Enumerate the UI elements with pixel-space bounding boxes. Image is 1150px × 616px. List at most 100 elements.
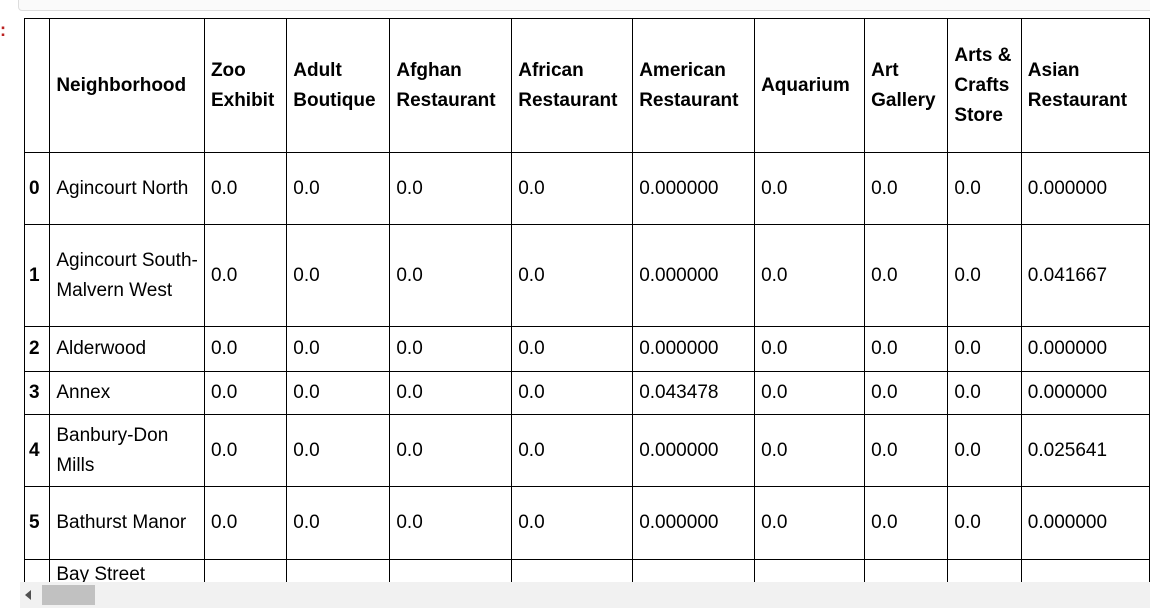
row-index xyxy=(23,559,51,582)
table-row: Bay Street xyxy=(23,559,1150,582)
value-cell: 0.000000 xyxy=(632,224,756,327)
value-cell: 0.0 xyxy=(203,414,288,487)
cell-prompt: : xyxy=(0,20,6,40)
value-cell xyxy=(947,559,1022,582)
value-cell: 0.0 xyxy=(511,414,634,487)
column-header: Aquarium xyxy=(754,18,866,153)
table-row: 5 Bathurst Manor 0.0 0.0 0.0 0.0 0.000000 0.0 0.… xyxy=(23,486,1150,560)
value-cell: 0.041667 xyxy=(1020,224,1150,327)
value-cell: 0.0 xyxy=(511,224,634,327)
value-cell: 0.0 xyxy=(389,152,513,225)
neighborhood-cell: Bay Street xyxy=(49,559,205,582)
value-cell: 0.0 xyxy=(511,486,634,560)
value-cell: 0.0 xyxy=(864,486,949,560)
header-row: Neighborhood Zoo Exhibit Adult Boutique Afg… xyxy=(23,18,1150,153)
scroll-thumb[interactable] xyxy=(42,585,95,605)
cell-frame xyxy=(18,0,1150,11)
dataframe: Neighborhood Zoo Exhibit Adult Boutique Afg… xyxy=(23,18,1150,582)
value-cell: 0.0 xyxy=(389,371,513,415)
value-cell: 0.000000 xyxy=(1020,371,1150,415)
row-index: 4 xyxy=(23,414,51,487)
value-cell xyxy=(286,559,391,582)
value-cell: 0.0 xyxy=(754,326,866,372)
column-header: Neighborhood xyxy=(49,18,205,153)
neighborhood-cell: Annex xyxy=(49,371,205,415)
value-cell: 0.0 xyxy=(511,371,634,415)
value-cell xyxy=(754,559,866,582)
column-header: African Restaurant xyxy=(511,18,634,153)
value-cell: 0.0 xyxy=(203,486,288,560)
value-cell: 0.0 xyxy=(286,486,391,560)
value-cell xyxy=(1020,559,1150,582)
value-cell: 0.0 xyxy=(864,224,949,327)
index-header xyxy=(23,18,51,153)
value-cell xyxy=(632,559,756,582)
value-cell: 0.0 xyxy=(511,326,634,372)
value-cell: 0.0 xyxy=(947,371,1022,415)
neighborhood-cell: Agincourt North xyxy=(49,152,205,225)
value-cell: 0.0 xyxy=(203,371,288,415)
value-cell xyxy=(203,559,288,582)
row-index: 1 xyxy=(23,224,51,327)
value-cell: 0.0 xyxy=(864,152,949,225)
table-row: 2 Alderwood 0.0 0.0 0.0 0.0 0.000000 0.0 0.0 0.0 0… xyxy=(23,326,1150,372)
value-cell: 0.0 xyxy=(389,414,513,487)
value-cell xyxy=(389,559,513,582)
value-cell: 0.0 xyxy=(203,224,288,327)
scroll-left-arrow[interactable] xyxy=(25,590,31,600)
value-cell: 0.0 xyxy=(286,414,391,487)
value-cell: 0.0 xyxy=(389,224,513,327)
value-cell: 0.0 xyxy=(864,326,949,372)
value-cell: 0.0 xyxy=(754,414,866,487)
value-cell: 0.000000 xyxy=(632,326,756,372)
horizontal-scrollbar[interactable] xyxy=(20,582,1150,608)
value-cell: 0.0 xyxy=(947,326,1022,372)
neighborhood-cell: Bathurst Manor xyxy=(49,486,205,560)
neighborhood-cell: Alderwood xyxy=(49,326,205,372)
value-cell: 0.000000 xyxy=(1020,486,1150,560)
value-cell: 0.000000 xyxy=(632,486,756,560)
table-row: 1 Agincourt South-Malvern West 0.0 0.0 0.0 0.… xyxy=(23,224,1150,327)
column-header: Afghan Restaurant xyxy=(389,18,513,153)
value-cell: 0.0 xyxy=(754,224,866,327)
value-cell: 0.0 xyxy=(389,486,513,560)
column-header: Art Gallery xyxy=(864,18,949,153)
column-header: Zoo Exhibit xyxy=(203,18,288,153)
row-index: 3 xyxy=(23,371,51,415)
table-row: 3 Annex 0.0 0.0 0.0 0.0 0.043478 0.0 0.0 0.0 0.000… xyxy=(23,371,1150,415)
value-cell: 0.0 xyxy=(389,326,513,372)
table-row: 0 Agincourt North 0.0 0.0 0.0 0.0 0.000000 0.0 0… xyxy=(23,152,1150,225)
row-index: 0 xyxy=(23,152,51,225)
value-cell: 0.0 xyxy=(947,414,1022,487)
column-header: Adult Boutique xyxy=(286,18,391,153)
value-cell xyxy=(511,559,634,582)
column-header: Arts & Crafts Store xyxy=(947,18,1022,153)
column-header: Asian Restaurant xyxy=(1020,18,1150,153)
value-cell xyxy=(864,559,949,582)
neighborhood-cell: Agincourt South-Malvern West xyxy=(49,224,205,327)
value-cell: 0.0 xyxy=(286,224,391,327)
row-index: 2 xyxy=(23,326,51,372)
value-cell: 0.0 xyxy=(286,371,391,415)
value-cell: 0.0 xyxy=(754,486,866,560)
value-cell: 0.000000 xyxy=(1020,326,1150,372)
value-cell: 0.0 xyxy=(286,152,391,225)
value-cell: 0.025641 xyxy=(1020,414,1150,487)
output-area: Neighborhood Zoo Exhibit Adult Boutique Afg… xyxy=(20,18,1150,582)
value-cell: 0.043478 xyxy=(632,371,756,415)
value-cell: 0.0 xyxy=(203,152,288,225)
neighborhood-cell: Banbury-Don Mills xyxy=(49,414,205,487)
value-cell: 0.0 xyxy=(947,152,1022,225)
column-header: American Restaurant xyxy=(632,18,756,153)
value-cell: 0.0 xyxy=(754,152,866,225)
value-cell: 0.0 xyxy=(203,326,288,372)
value-cell: 0.0 xyxy=(754,371,866,415)
value-cell: 0.000000 xyxy=(1020,152,1150,225)
value-cell: 0.0 xyxy=(864,414,949,487)
value-cell: 0.000000 xyxy=(632,152,756,225)
table-row: 4 Banbury-Don Mills 0.0 0.0 0.0 0.0 0.000000 0.… xyxy=(23,414,1150,487)
value-cell: 0.0 xyxy=(947,224,1022,327)
value-cell: 0.0 xyxy=(947,486,1022,560)
value-cell: 0.0 xyxy=(511,152,634,225)
